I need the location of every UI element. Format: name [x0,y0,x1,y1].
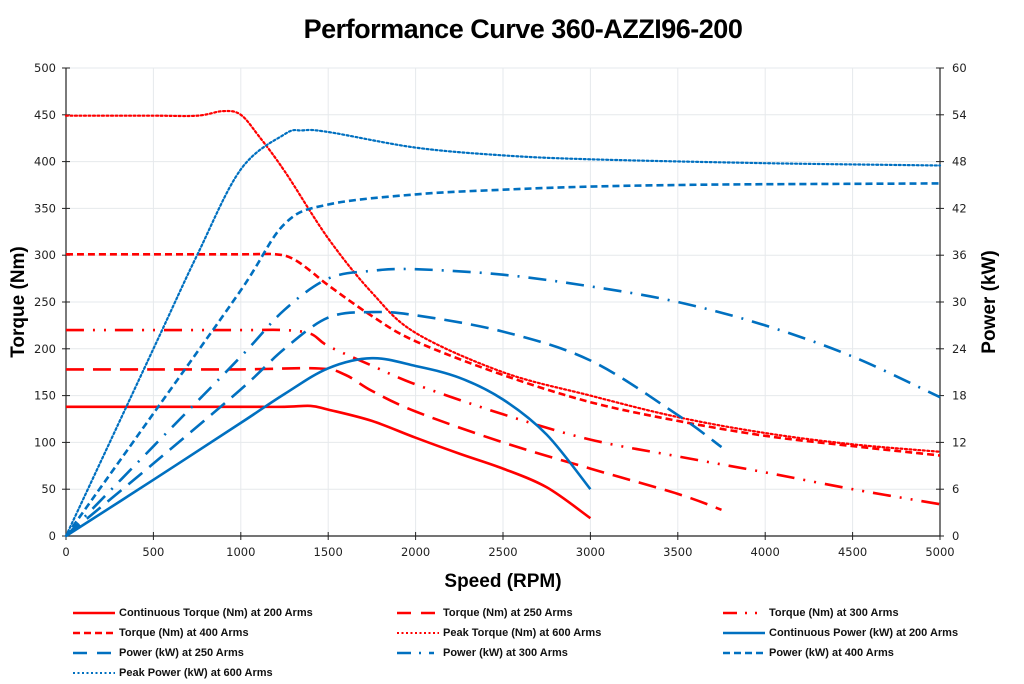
y-tick-label: 200 [34,342,56,356]
legend-item: Torque (Nm) at 250 Arms [396,604,573,622]
x-tick-label: 5000 [925,545,954,559]
x-axis-title: Speed (RPM) [444,571,561,592]
legend-item: Power (kW) at 300 Arms [396,644,568,662]
legend: Continuous Torque (Nm) at 200 Arms Torque… [0,600,1024,684]
legend-item: Power (kW) at 250 Arms [72,644,244,662]
y-tick-label: 50 [41,482,56,496]
legend-item: Peak Torque (Nm) at 600 Arms [396,624,601,642]
y-tick-label: 250 [34,295,56,309]
series-line-0 [66,404,592,520]
y2-tick-label: 0 [952,529,959,543]
y2-tick-label: 60 [952,61,967,75]
y2-tick-label: 36 [952,248,967,262]
legend-swatch [73,672,115,674]
x-tick-label: 1500 [314,545,343,559]
legend-label: Power (kW) at 400 Arms [769,647,894,659]
legend-label: Power (kW) at 250 Arms [119,647,244,659]
legend-swatch [397,651,439,655]
y-tick-label: 350 [34,201,56,215]
chart-plot: 0 500 1000 1500 2000 2500 3000 3500 4000 4500 5000… [8,61,1000,592]
legend-label: Torque (Nm) at 300 Arms [769,607,899,619]
legend-label: Torque (Nm) at 400 Arms [119,627,249,639]
y-tick-label: 400 [34,155,56,169]
legend-swatch [73,611,115,615]
y-tick-label: 150 [34,389,56,403]
y-tick-label: 0 [49,529,56,543]
legend-item: Continuous Torque (Nm) at 200 Arms [72,604,313,622]
legend-swatch [73,651,115,655]
chart-title: Performance Curve 360-AZZI96-200 [303,14,743,44]
legend-swatch [397,611,439,615]
series-line-8 [64,182,941,537]
x-tick-label: 0 [62,545,69,559]
series-line-9 [64,128,942,538]
legend-swatch [723,651,765,655]
legend-swatch [723,611,765,615]
legend-item: Continuous Power (kW) at 200 Arms [722,624,958,642]
series-line-1 [65,366,722,512]
legend-swatch [723,631,765,635]
y2-tick-label: 6 [952,482,959,496]
legend-swatch [397,632,439,634]
series-line-4 [64,109,942,453]
legend-item: Peak Power (kW) at 600 Arms [72,664,273,682]
y2-tick-label: 12 [952,435,967,449]
y2-tick-label: 48 [952,155,967,169]
x-tick-label: 3500 [663,545,692,559]
y2-tick-label: 42 [952,201,967,215]
y2-tick-label: 54 [952,108,967,122]
legend-item: Torque (Nm) at 400 Arms [72,624,249,642]
legend-label: Continuous Power (kW) at 200 Arms [769,627,959,639]
series-line-2 [66,328,941,506]
y2-axis-title: Power (kW) [979,250,1000,353]
x-tick-label: 3000 [576,545,605,559]
series-line-3 [66,252,941,457]
legend-label: Peak Torque (Nm) at 600 Arms [443,627,602,639]
y-tick-label: 300 [34,248,56,262]
axes: 0 500 1000 1500 2000 2500 3000 3500 4000 4500 5000… [34,61,967,559]
legend-item: Torque (Nm) at 300 Arms [722,604,899,622]
x-tick-label: 4500 [838,545,867,559]
x-tick-label: 500 [142,545,164,559]
legend-swatch [73,631,115,635]
legend-item: Power (kW) at 400 Arms [722,644,894,662]
series-line-6 [65,310,723,538]
y2-tick-label: 30 [952,295,967,309]
y-tick-label: 500 [34,61,56,75]
legend-label: Peak Power (kW) at 600 Arms [119,667,273,679]
y2-tick-label: 24 [952,342,967,356]
series-line-7 [65,267,941,537]
legend-label: Power (kW) at 300 Arms [443,647,568,659]
x-tick-label: 4000 [751,545,780,559]
y2-tick-label: 18 [952,389,967,403]
grid [65,67,941,537]
series-layer [64,109,942,538]
x-tick-label: 2000 [401,545,430,559]
y-axis-title: Torque (Nm) [8,246,29,358]
y-tick-label: 100 [34,435,56,449]
y-tick-label: 450 [34,108,56,122]
legend-label: Torque (Nm) at 250 Arms [443,607,573,619]
x-tick-label: 1000 [226,545,255,559]
series-line-5 [65,356,592,538]
legend-label: Continuous Torque (Nm) at 200 Arms [119,607,313,619]
x-tick-label: 2500 [488,545,517,559]
